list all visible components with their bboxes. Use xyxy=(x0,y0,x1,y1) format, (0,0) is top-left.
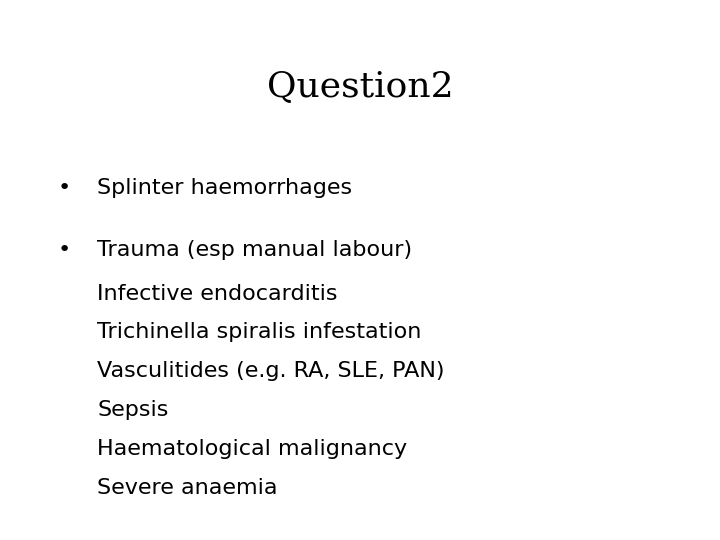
Text: Question2: Question2 xyxy=(266,70,454,104)
Text: Severe anaemia: Severe anaemia xyxy=(97,478,278,498)
Text: •: • xyxy=(58,178,71,198)
Text: Sepsis: Sepsis xyxy=(97,400,168,420)
Text: •: • xyxy=(58,240,71,260)
Text: Haematological malignancy: Haematological malignancy xyxy=(97,439,408,459)
Text: Trauma (esp manual labour): Trauma (esp manual labour) xyxy=(97,240,413,260)
Text: Vasculitides (e.g. RA, SLE, PAN): Vasculitides (e.g. RA, SLE, PAN) xyxy=(97,361,445,381)
Text: Infective endocarditis: Infective endocarditis xyxy=(97,284,338,303)
Text: Splinter haemorrhages: Splinter haemorrhages xyxy=(97,178,352,198)
Text: Trichinella spiralis infestation: Trichinella spiralis infestation xyxy=(97,322,422,342)
